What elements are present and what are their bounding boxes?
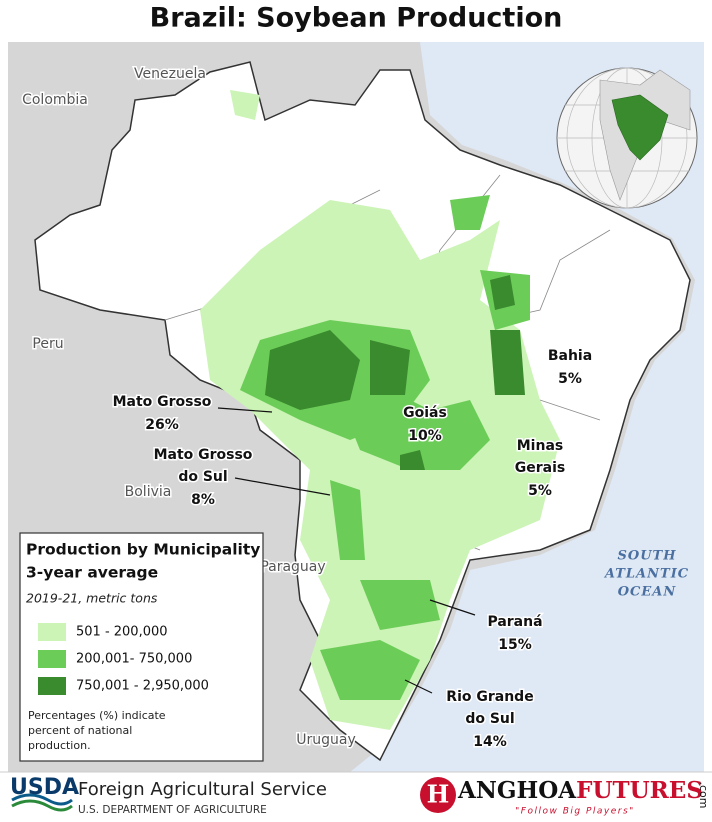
state-share: 26% — [145, 417, 179, 433]
country-label: Colombia — [22, 92, 88, 108]
usda: USDA — [10, 775, 79, 800]
ocean-label: SOUTH — [617, 549, 676, 564]
state-name: Minas — [517, 438, 563, 454]
legend-note: percent of national — [28, 724, 132, 737]
country-label: Venezuela — [134, 66, 206, 82]
leader-lines — [217, 407, 476, 694]
ocean — [350, 42, 704, 772]
legend-swatch — [38, 650, 66, 668]
state-share: 5% — [528, 483, 552, 499]
legend-swatch — [38, 623, 66, 641]
state-name: Mato Grosso — [154, 447, 253, 463]
department: U.S. DEPARTMENT OF AGRICULTURE — [78, 804, 267, 816]
legend-note: production. — [28, 739, 91, 752]
globe-inset — [556, 67, 698, 209]
legend-swatch — [38, 677, 66, 695]
title: Brazil: Soybean Production — [150, 3, 563, 34]
legend-box — [19, 532, 264, 762]
wm-brand: ANGHOAFUTURES — [457, 777, 703, 804]
state-name: Rio Grande — [446, 689, 533, 705]
ocean-label: OCEAN — [618, 585, 677, 600]
state-name: Goiás — [403, 405, 447, 421]
production-areas — [200, 90, 560, 730]
usda-logo — [11, 793, 73, 812]
country-label: Paraguay — [260, 559, 325, 575]
wm-domain: .com — [697, 782, 710, 809]
ocean-label: ATLANTIC — [603, 567, 689, 582]
legend-label: 200,001- 750,000 — [76, 652, 192, 667]
wm-mark: H — [427, 780, 450, 809]
country-label: Uruguay — [296, 732, 356, 748]
legend-title: Production by Municipality — [26, 541, 260, 559]
state-name: Paraná — [487, 614, 542, 630]
wm-slogan: "Follow Big Players" — [515, 807, 635, 817]
state-name: Gerais — [515, 460, 565, 476]
state-share: 8% — [191, 492, 215, 508]
legend-label: 501 - 200,000 — [76, 625, 168, 640]
state-name: Mato Grosso — [113, 394, 212, 410]
state-share: 10% — [408, 428, 442, 444]
wm-logo — [420, 777, 456, 813]
legend-label: 750,001 - 2,950,000 — [76, 679, 209, 694]
state-share: 5% — [558, 371, 582, 387]
state-share: 15% — [498, 637, 532, 653]
legend-subtitle: 2019-21, metric tons — [26, 591, 158, 606]
country-label: Bolivia — [125, 484, 172, 500]
country-label: Peru — [32, 336, 63, 352]
legend-note: Percentages (%) indicate — [28, 709, 166, 722]
fas: Foreign Agricultural Service — [78, 779, 327, 800]
state-name: do Sul — [465, 711, 514, 727]
state-name: do Sul — [178, 469, 227, 485]
state-share: 14% — [473, 734, 507, 750]
state-name: Bahia — [548, 348, 592, 364]
legend-title: 3-year average — [26, 564, 158, 582]
